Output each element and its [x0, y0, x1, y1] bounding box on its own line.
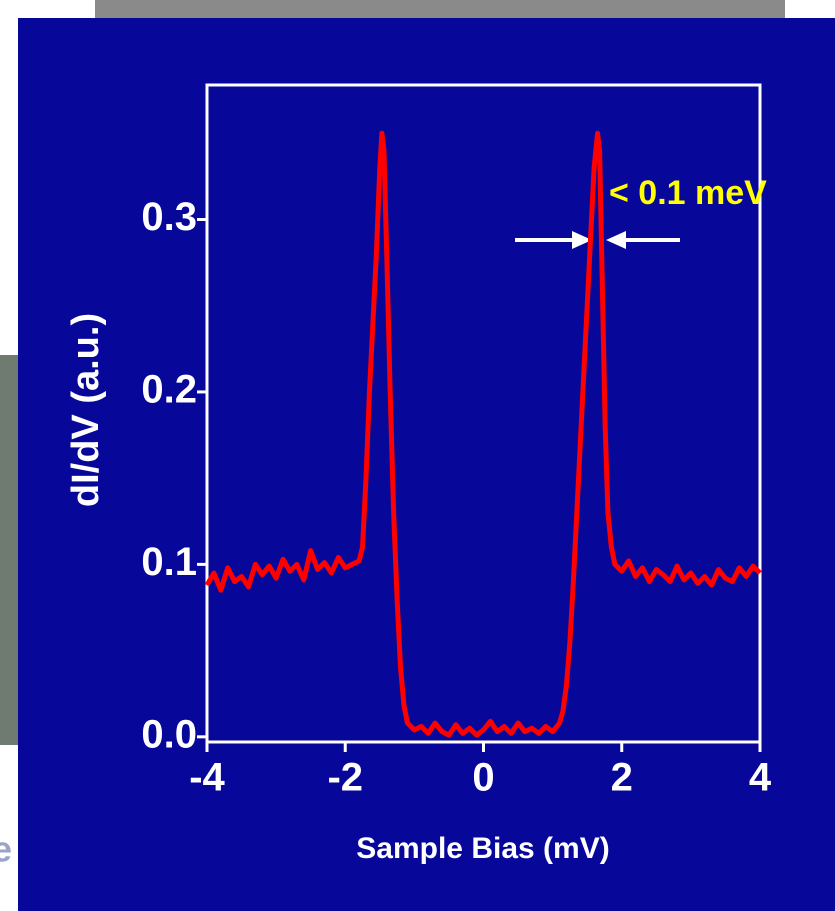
x-tick-label: -4 — [189, 756, 225, 800]
x-tick-label: 4 — [749, 756, 772, 800]
y-tick-label: 0.1 — [141, 540, 197, 584]
annotation: < 0.1 meV — [609, 174, 767, 212]
y-tick-label: 0.3 — [141, 195, 197, 239]
x-axis-label: Sample Bias (mV) — [356, 832, 609, 865]
x-tick-label: 2 — [611, 756, 633, 800]
x-tick-label: 0 — [472, 756, 494, 800]
fragment-text: e — [0, 829, 12, 870]
background-photo — [95, 0, 785, 20]
background-photo — [0, 355, 20, 745]
panel — [18, 18, 835, 911]
y-tick-label: 0.0 — [141, 712, 197, 756]
y-axis-label: dI/dV (a.u.) — [65, 313, 107, 507]
y-tick-label: 0.2 — [141, 368, 197, 412]
width-arrows — [515, 231, 680, 249]
x-tick-label: -2 — [327, 756, 363, 800]
data-line — [204, 130, 762, 738]
